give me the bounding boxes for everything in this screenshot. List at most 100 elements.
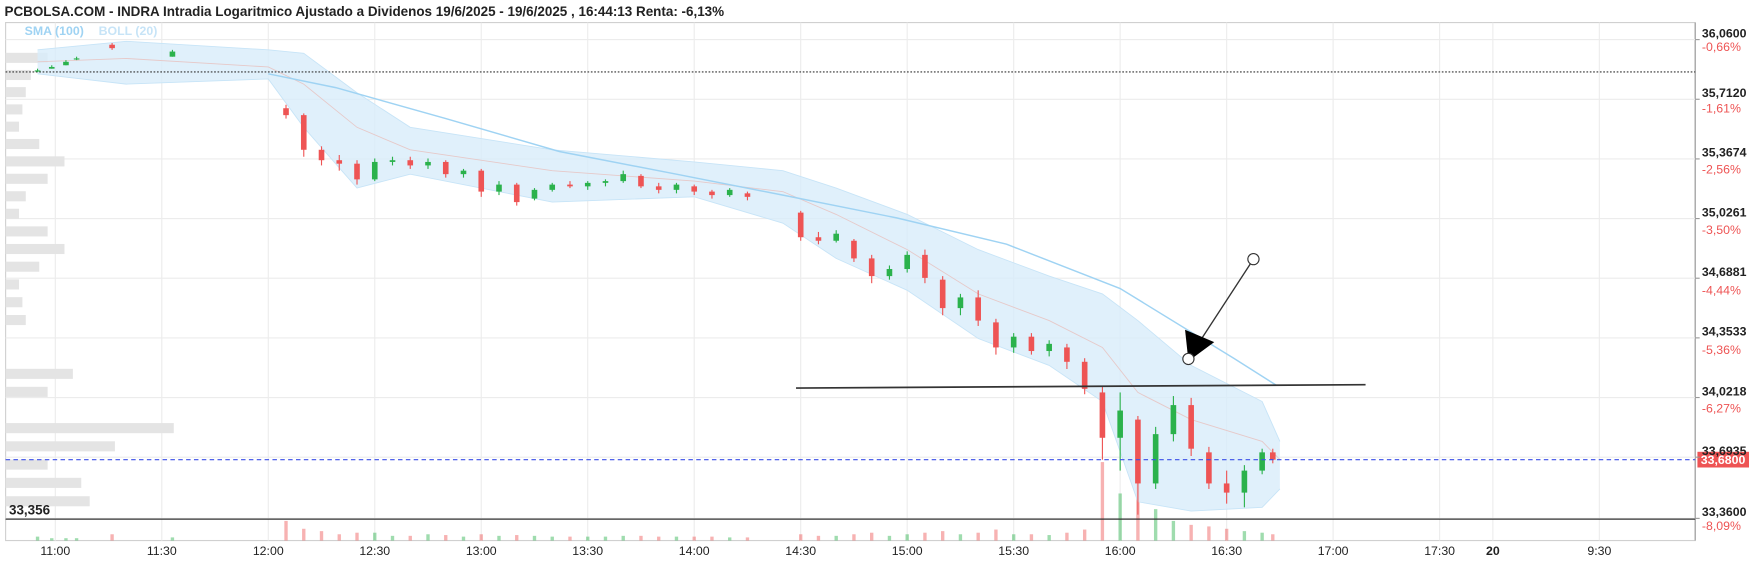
x-tick-label: 12:30 — [359, 544, 390, 558]
grid — [5, 22, 1696, 541]
candle-body — [868, 258, 875, 277]
y2-tick-label: -1,61% — [1702, 101, 1741, 115]
chart-title: PCBOLSA.COM - INDRA Intradia Logaritmico… — [4, 4, 724, 19]
candle-body — [744, 193, 751, 197]
profile-bar — [5, 208, 20, 219]
sma-line — [268, 73, 1277, 386]
candle-body — [655, 186, 662, 190]
candle-body — [1010, 336, 1017, 348]
profile-bar — [5, 243, 65, 255]
arrow-handle — [1182, 352, 1195, 366]
candle-body — [318, 149, 325, 161]
volume-profile — [5, 52, 174, 507]
candle-body — [1099, 392, 1106, 438]
x-tick-label: 15:00 — [892, 544, 923, 558]
candle-body — [496, 184, 502, 192]
volume-bar — [390, 535, 395, 541]
profile-bar — [5, 477, 82, 488]
bollinger-middle — [37, 58, 1281, 460]
volume-bar — [657, 536, 661, 541]
volume-bar — [337, 534, 341, 541]
candle-body — [975, 297, 981, 321]
candle-body — [886, 269, 893, 277]
x-tick-label: 11:30 — [147, 544, 177, 558]
candle-body — [371, 161, 378, 180]
y2-tick-label: -2,56% — [1702, 163, 1741, 177]
x-tick-label: 15:30 — [998, 544, 1029, 558]
volume-bar — [586, 536, 590, 541]
volume-bar — [958, 534, 963, 541]
candle-body — [300, 115, 307, 150]
profile-bar — [5, 138, 40, 150]
volume-bar — [728, 537, 732, 541]
y2-tick-label: -6,27% — [1702, 402, 1741, 416]
volume-bar — [1100, 462, 1105, 541]
volume-bar — [941, 531, 945, 541]
profile-bar — [5, 173, 48, 184]
candle-body — [283, 108, 289, 116]
volume-bar — [355, 532, 359, 541]
legend-item: SMA (100) — [25, 24, 84, 38]
x-tick-label: 13:00 — [466, 544, 497, 558]
price-level-label: 33,356 — [9, 503, 50, 518]
candle-body — [169, 51, 176, 57]
x-tick-label: 11:00 — [40, 544, 70, 558]
candle-body — [602, 181, 609, 183]
candle-body — [957, 297, 964, 309]
candle-body — [389, 160, 396, 162]
candle-body — [709, 191, 715, 196]
profile-bar — [5, 52, 48, 63]
candle-body — [1170, 405, 1177, 435]
profile-bar — [5, 226, 48, 237]
volume-bar — [1207, 526, 1211, 541]
volume-bar — [532, 535, 537, 541]
candle-body — [833, 233, 839, 241]
x-tick-label: 17:00 — [1318, 544, 1349, 558]
profile-bar — [5, 69, 31, 81]
volume-bar — [905, 534, 909, 541]
volume-bar — [870, 532, 874, 541]
volume-bar — [74, 538, 79, 541]
y-tick-label: 35,3674 — [1702, 146, 1747, 160]
last-price-label: 33,6800 — [1701, 453, 1746, 467]
profile-bar — [5, 156, 65, 167]
y-tick-label: 33,6935 — [1702, 444, 1747, 458]
y2-tick-label: -0,66% — [1702, 40, 1741, 54]
volume-bar — [444, 535, 448, 541]
volume-bar — [408, 535, 412, 541]
candle-body — [1028, 336, 1035, 352]
trend-line — [796, 383, 1366, 389]
arrow-head — [1185, 329, 1215, 362]
y-tick-label: 34,0218 — [1702, 384, 1747, 398]
candle-body — [584, 182, 591, 187]
profile-bar — [5, 386, 48, 397]
candle-body — [1046, 343, 1052, 352]
candles — [34, 43, 1276, 515]
x-tick-label: 17:30 — [1424, 544, 1455, 558]
y-tick-label: 33,3600 — [1702, 505, 1747, 519]
candle-body — [1269, 452, 1276, 460]
volume-bar — [603, 536, 608, 541]
volume-bar — [515, 535, 519, 541]
candle-body — [48, 66, 55, 69]
candle-body — [336, 160, 343, 164]
volume-bar — [319, 531, 324, 541]
volume-bar — [1118, 493, 1122, 541]
x-tick-label: 16:30 — [1211, 544, 1242, 558]
candle-body — [1152, 434, 1159, 484]
candle-body — [726, 189, 733, 196]
volume-bar — [852, 534, 856, 541]
candle-body — [1081, 361, 1088, 389]
profile-bar — [5, 368, 73, 379]
profile-bar — [5, 441, 115, 452]
candle-body — [904, 254, 910, 270]
candle-body — [63, 61, 69, 66]
volume-bar — [621, 535, 625, 541]
profile-bar — [5, 279, 20, 290]
y-tick-label: 34,6881 — [1702, 265, 1747, 279]
volume-bar — [1153, 509, 1158, 541]
volume-bar — [479, 534, 483, 541]
volume-bar — [1242, 531, 1247, 541]
volume-bar — [550, 536, 554, 541]
